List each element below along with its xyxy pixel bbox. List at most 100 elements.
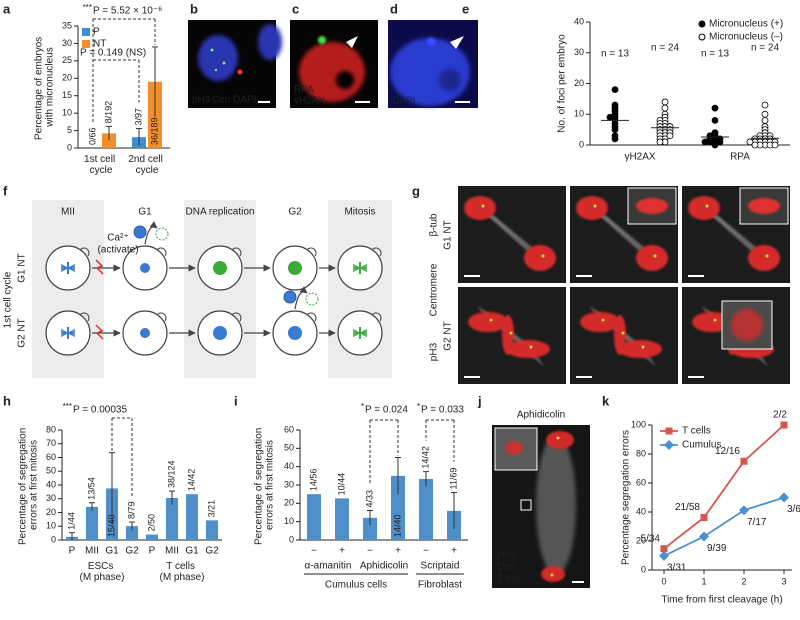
chromatin [748,245,780,271]
y-tick-label: 10 [62,108,72,118]
chromatin [580,312,620,332]
y-axis-label: Percentage of segregation errors at firs… [253,425,275,545]
dot [661,104,669,112]
panel-letter: k [602,393,610,408]
value-label: 15/40 [106,514,116,537]
inset-chromatin [731,309,763,341]
microtubule [604,215,646,250]
dot [771,141,779,149]
phase-label: G1 [138,207,152,218]
x-tick-label: γH2AX [624,152,655,163]
polar-body [156,247,167,257]
bar [307,494,321,540]
nucleus [288,326,302,340]
centromere [653,254,657,258]
polar-body [371,247,382,257]
group-label: Scriptaid [421,561,460,572]
bar [206,520,218,540]
annotation: P = 0.024 [365,405,408,416]
value-label: 2/50 [146,514,156,532]
panel-letter: d [390,1,398,16]
chromatin [502,315,514,355]
legend-swatch [698,33,706,41]
dot [661,98,669,106]
stain-label: DAPI [233,95,256,106]
dot [711,104,719,112]
value-label: 21/58 [675,502,700,513]
x-tick-label: + [395,546,401,557]
series-line [663,424,785,550]
y-tick-label: 40 [46,479,56,489]
dot [716,138,724,146]
y-tick-label: 0 [67,142,72,152]
y-tick-label: 30 [574,47,584,57]
value-label: 9/39 [707,543,727,554]
nucleus [288,261,302,275]
marker [699,531,709,542]
value-label: 4/33 [364,490,374,508]
panel-letter: j [477,393,482,408]
panel-letter: e [462,1,469,16]
y-tick-label: 80 [636,448,646,458]
microtubule [492,215,534,250]
n-label: n = 24 [651,43,680,54]
y-tick-label: 60 [46,452,56,462]
value-label: 14/42 [420,446,430,469]
panel-letter: f [3,183,8,198]
centromere [593,204,597,208]
dot [701,138,709,146]
group-label: α-amanitin [305,561,352,572]
x-axis-label: Time from first cleavage (h) [661,595,782,606]
value-label: 36/189 [149,117,159,145]
value-label: 3/21 [206,500,216,518]
legend-label: NT [93,39,106,50]
annotation: P = 0.149 (NS) [80,48,146,59]
polar-body [306,247,317,257]
micrograph-g [458,287,566,384]
y-tick-label: 40 [574,16,584,26]
chromatin [688,196,720,220]
x-tick-label: 1 [701,576,706,586]
group-label: Aphidicolin [360,561,408,572]
marker [659,550,669,561]
polar-body [371,312,382,322]
x-tick-label: 0 [661,576,666,586]
y-tick-label: 0 [289,534,294,544]
micrograph-g [682,287,790,384]
polar-body [306,312,317,322]
series-line [663,496,785,557]
y-tick-label: 0 [579,139,584,149]
value-label: 1/44 [66,512,76,530]
significance-stars: * [361,402,364,411]
value-label: 7/17 [747,517,767,528]
x-tick-label: G1 [105,546,119,557]
dot [746,138,754,146]
replaced-nucleus [155,227,169,241]
legend-label: Micronucleus (–) [709,32,783,43]
value-label: 3/6 [787,504,800,515]
micrograph-g [570,287,678,384]
stain-label: pH3 [497,550,516,561]
dot [751,141,759,149]
y-tick-label: 50 [46,466,56,476]
legend-marker [664,440,674,450]
value-label: 12/16 [715,446,740,457]
stimulus-note: (activate) [97,245,138,256]
value-label: 3/31 [667,563,687,574]
centromere [621,331,625,335]
chromatin [524,245,556,271]
y-tick-label: 70 [46,438,56,448]
stimulus: Ca²⁺ [107,233,128,244]
centromere [705,204,709,208]
x-tick-label: MII [165,546,179,557]
x-tick-label: G1 [185,546,199,557]
bar [335,498,349,540]
panel-letter: h [3,393,11,408]
stain-label: RPA [294,85,314,96]
row-label: G2 NT [17,318,28,347]
polar-body [231,247,242,257]
y-tick-label: 30 [46,493,56,503]
stain-label: Centromere [429,263,440,316]
y-tick-label: 20 [636,535,646,545]
